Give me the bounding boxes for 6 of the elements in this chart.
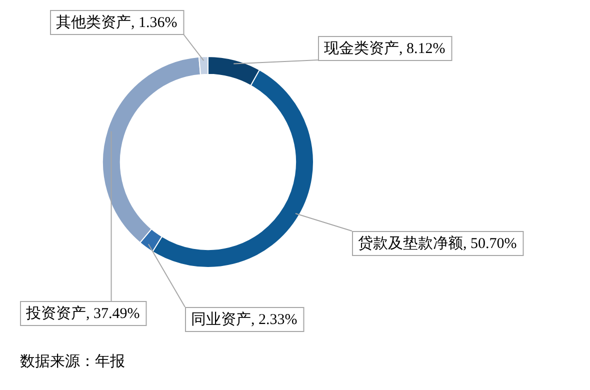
slice-label: 现金类资产, 8.12% <box>324 40 446 57</box>
slice-label: 投资资产, 37.49% <box>25 304 140 322</box>
slice-label: 其他类资产, 1.36% <box>56 14 178 31</box>
source-note: 数据来源：年报 <box>20 352 125 371</box>
slice-label: 贷款及垫款净额, 50.70% <box>358 234 517 252</box>
slice-label: 同业资产, 2.33% <box>191 310 298 328</box>
